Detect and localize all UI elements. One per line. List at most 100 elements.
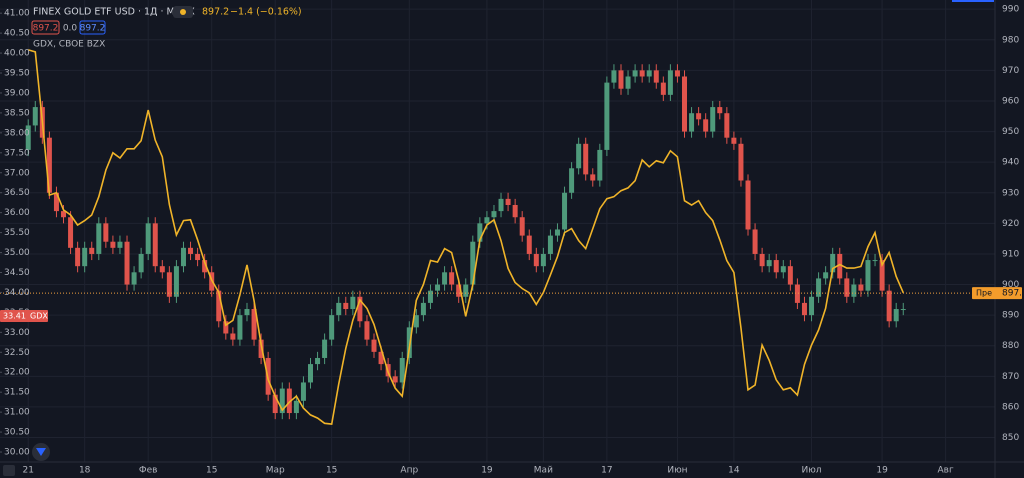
y2-tick-label: 40.00	[4, 49, 30, 59]
candle-body	[152, 223, 158, 267]
ask-price: 897.2	[80, 24, 106, 34]
candle-body	[745, 180, 751, 230]
candle-body	[117, 241, 123, 248]
y-tick-label: 940	[1002, 158, 1019, 168]
timezone-badge[interactable]	[3, 465, 15, 476]
y-tick-label: 880	[1002, 341, 1019, 351]
candle-body	[378, 351, 384, 365]
candle-body	[315, 357, 321, 365]
candle-body	[258, 339, 264, 358]
y2-tick-label: 36.50	[4, 188, 30, 198]
candle-body	[343, 302, 349, 310]
candle-body	[188, 247, 194, 254]
candle-body	[738, 143, 744, 181]
price-tag	[972, 287, 1022, 300]
candle-body	[53, 192, 59, 212]
candle-body	[420, 302, 426, 316]
candle-body	[794, 284, 800, 303]
y-tick-label: 910	[1002, 249, 1019, 259]
candle-body	[491, 211, 497, 218]
candle-body	[696, 113, 702, 120]
x-tick-label: Авг	[938, 466, 954, 476]
x-tick-label: Июн	[667, 466, 687, 476]
candle-body	[801, 302, 807, 316]
candle-body	[202, 260, 208, 273]
price-tag-value: 897.2	[1002, 289, 1024, 299]
candle-body	[724, 113, 730, 138]
candle-body	[512, 204, 518, 218]
candle-body	[406, 327, 412, 358]
y2-tick-label: 34.00	[4, 288, 30, 298]
candle-body	[519, 217, 525, 236]
x-tick-label: 14	[728, 466, 740, 476]
candle-body	[251, 309, 257, 340]
candle-body	[759, 253, 765, 267]
candle-body	[32, 107, 38, 126]
y-tick-label: 980	[1002, 35, 1019, 45]
candle-body	[639, 70, 645, 77]
y-tick-label: 900	[1002, 280, 1019, 290]
candle-body	[752, 229, 758, 254]
candle-body	[68, 217, 74, 248]
candle-body	[540, 253, 546, 267]
x-tick-label: 19	[876, 466, 888, 476]
y2-tick-label: 37.50	[4, 148, 30, 158]
candle-body	[350, 296, 356, 310]
candle-body	[611, 70, 617, 83]
symbol-title[interactable]: FINEX GOLD ETF USD · 1Д · MOEX	[33, 7, 195, 18]
candle-body	[307, 364, 313, 383]
candle-body	[131, 272, 137, 285]
candle-body	[844, 278, 850, 297]
candle-body	[442, 272, 448, 285]
candle-body	[872, 260, 878, 262]
candle-body	[547, 235, 553, 254]
candle-body	[554, 229, 560, 236]
candle-body	[364, 321, 370, 340]
candle-body	[900, 309, 906, 311]
y2-tick-label: 31.50	[4, 388, 30, 398]
candle-body	[173, 266, 179, 297]
candle-body	[498, 198, 504, 212]
candle-body	[893, 309, 899, 322]
candle-body	[329, 315, 335, 340]
candle-body	[576, 143, 582, 169]
candle-body	[526, 235, 532, 254]
candle-body	[272, 394, 278, 414]
bid-box[interactable]	[31, 20, 60, 35]
x-tick-label: Апр	[400, 466, 418, 476]
grid	[0, 0, 995, 462]
candle-body	[456, 284, 462, 297]
overlay-line	[27, 49, 905, 425]
y-tick-label: 960	[1002, 96, 1019, 106]
plot	[0, 49, 995, 425]
x-tick-label: 15	[206, 466, 217, 476]
candle-body	[632, 70, 638, 77]
candle-body	[780, 266, 786, 273]
ask-box[interactable]	[79, 20, 106, 35]
candle-body	[710, 107, 716, 132]
candle-body	[322, 339, 328, 358]
candle-body	[357, 296, 363, 322]
candle-body	[618, 70, 624, 89]
candle-body	[809, 296, 815, 316]
candle-body	[660, 82, 666, 95]
candle-body	[646, 70, 652, 77]
overlay-tag-value: 33.41	[3, 311, 26, 320]
y2-tick-label: 39.50	[4, 69, 30, 79]
candle-body	[653, 70, 659, 83]
candle-body	[830, 253, 836, 273]
candle-body	[886, 290, 892, 322]
candle-body	[336, 302, 342, 316]
overlay-legend[interactable]: GDX, CBOE BZX	[33, 40, 105, 50]
candle-body	[773, 260, 779, 273]
candle-body	[230, 333, 236, 340]
candle-body	[138, 253, 144, 273]
candle-body	[180, 247, 186, 267]
candle-body	[435, 284, 441, 291]
candle-body	[484, 217, 490, 224]
y-tick-label: 970	[1002, 66, 1019, 76]
candle-body	[865, 260, 871, 291]
candle-body	[533, 253, 539, 267]
y-tick-label: 990	[1002, 5, 1019, 15]
